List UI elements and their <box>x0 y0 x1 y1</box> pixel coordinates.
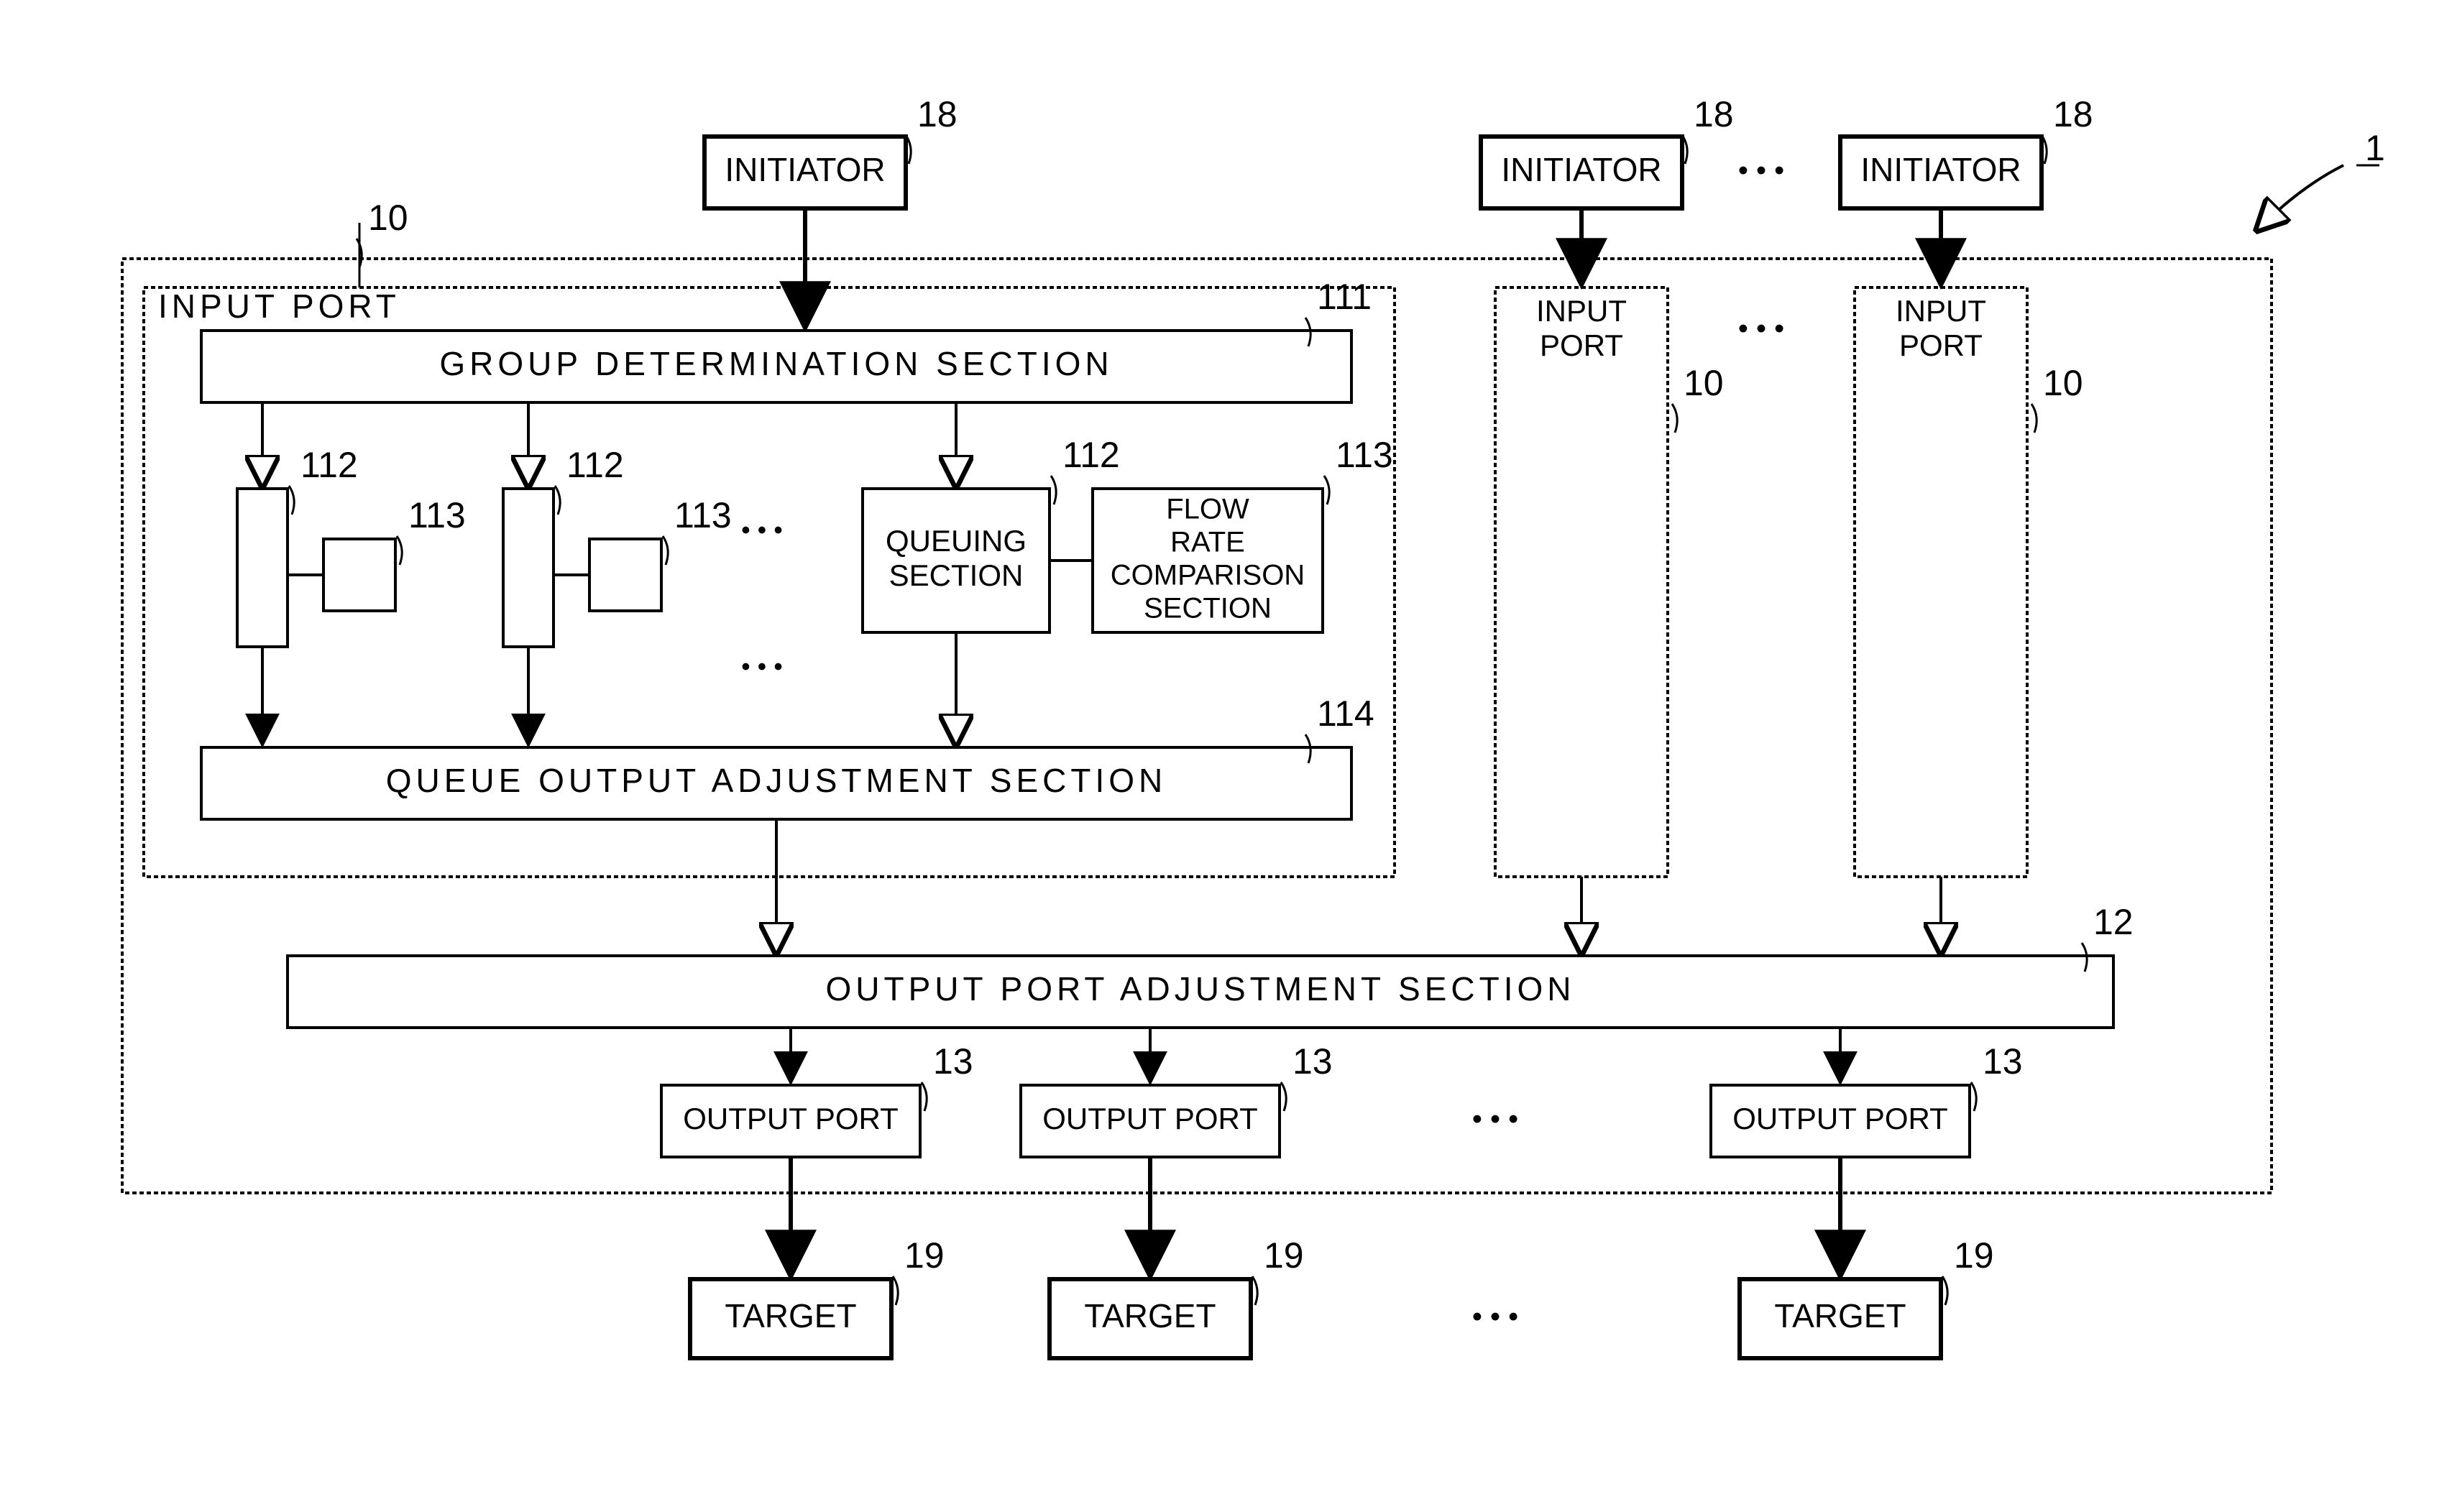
svg-text:13: 13 <box>1983 1041 2023 1082</box>
queue-out-adjust-label: QUEUE OUTPUT ADJUSTMENT SECTION <box>386 762 1167 799</box>
svg-text:113: 113 <box>1336 435 1393 475</box>
ref-initiator: 18 <box>1682 94 1734 164</box>
ellipsis: • • • <box>1472 1104 1518 1135</box>
ref-initiator: 18 <box>906 94 958 164</box>
ref-target: 19 <box>1942 1235 1994 1305</box>
svg-text:18: 18 <box>1694 94 1734 134</box>
svg-text:INPUT: INPUT <box>1536 294 1627 328</box>
ref-input-port-side: 10 <box>1672 363 1724 433</box>
initiator-label: INITIATOR <box>1501 151 1661 188</box>
flow-rate-section-small <box>589 539 661 611</box>
svg-text:18: 18 <box>917 94 958 134</box>
svg-text:10: 10 <box>368 198 408 238</box>
ref-output-port: 13 <box>1281 1041 1333 1111</box>
queuing-label: QUEUINGSECTION <box>886 524 1027 592</box>
ref-initiator: 18 <box>2042 94 2093 164</box>
input-port-label: INPUT PORT <box>158 287 400 325</box>
svg-text:13: 13 <box>933 1041 973 1082</box>
svg-text:19: 19 <box>1264 1235 1304 1276</box>
svg-text:FLOW: FLOW <box>1166 494 1249 525</box>
ellipsis: • • • <box>1738 313 1784 345</box>
group-det-label: GROUP DETERMINATION SECTION <box>439 345 1113 382</box>
ref-output-port: 13 <box>922 1041 973 1111</box>
ref-input-port-side: 10 <box>2031 363 2083 433</box>
initiator-label: INITIATOR <box>725 151 885 188</box>
flow-rate-section-small <box>323 539 395 611</box>
ellipsis: • • • <box>1472 1301 1518 1333</box>
svg-text:13: 13 <box>1292 1041 1333 1082</box>
svg-text:PORT: PORT <box>1540 328 1623 362</box>
target-label: TARGET <box>725 1297 856 1334</box>
queuing-section-small <box>503 489 554 647</box>
ref-flowrate: 113 <box>1324 435 1393 504</box>
side-input-port <box>1855 287 2027 877</box>
ref-output-port: 13 <box>1971 1041 2023 1111</box>
target-label: TARGET <box>1774 1297 1906 1334</box>
output-port-label: OUTPUT PORT <box>1042 1102 1257 1135</box>
ellipsis: • • • <box>741 652 783 681</box>
svg-text:111: 111 <box>1317 277 1372 317</box>
ref-input-port-main: 10 <box>357 198 408 267</box>
ellipsis: • • • <box>741 515 783 545</box>
ref-flowrate-small: 113 <box>397 495 466 565</box>
svg-text:112: 112 <box>300 445 358 485</box>
svg-text:PORT: PORT <box>1899 328 1983 362</box>
svg-text:10: 10 <box>1684 363 1724 403</box>
input-port-label: INPUTPORT <box>1896 294 1986 362</box>
queuing-section-small <box>237 489 288 647</box>
output-port-label: OUTPUT PORT <box>1732 1102 1947 1135</box>
ref-queuing-small: 112 <box>555 445 624 515</box>
side-input-port <box>1495 287 1668 877</box>
svg-text:19: 19 <box>1954 1235 1994 1276</box>
output-port-label: OUTPUT PORT <box>683 1102 898 1135</box>
ref-target: 19 <box>893 1235 945 1305</box>
svg-text:RATE: RATE <box>1170 527 1245 558</box>
svg-text:18: 18 <box>2053 94 2093 134</box>
input-port-label: INPUTPORT <box>1536 294 1627 362</box>
svg-text:112: 112 <box>566 445 624 485</box>
target-label: TARGET <box>1084 1297 1216 1334</box>
ref-system: 1 <box>2365 128 2385 168</box>
output-port-adjust-label: OUTPUT PORT ADJUSTMENT SECTION <box>825 970 1575 1008</box>
svg-text:10: 10 <box>2043 363 2083 403</box>
svg-text:SECTION: SECTION <box>889 558 1024 592</box>
svg-text:COMPARISON: COMPARISON <box>1111 560 1305 591</box>
svg-text:INPUT: INPUT <box>1896 294 1986 328</box>
svg-text:113: 113 <box>408 495 466 535</box>
ellipsis: • • • <box>1738 155 1784 187</box>
svg-text:19: 19 <box>904 1235 945 1276</box>
svg-text:SECTION: SECTION <box>1144 593 1272 624</box>
svg-text:112: 112 <box>1062 435 1120 475</box>
initiator-label: INITIATOR <box>1860 151 2021 188</box>
ref-flowrate-small: 113 <box>663 495 732 565</box>
svg-text:12: 12 <box>2093 902 2134 942</box>
ref-queuing-small: 112 <box>289 445 358 515</box>
svg-text:114: 114 <box>1317 693 1374 734</box>
svg-text:113: 113 <box>674 495 732 535</box>
svg-text:QUEUING: QUEUING <box>886 524 1027 558</box>
ref-target: 19 <box>1252 1235 1304 1305</box>
